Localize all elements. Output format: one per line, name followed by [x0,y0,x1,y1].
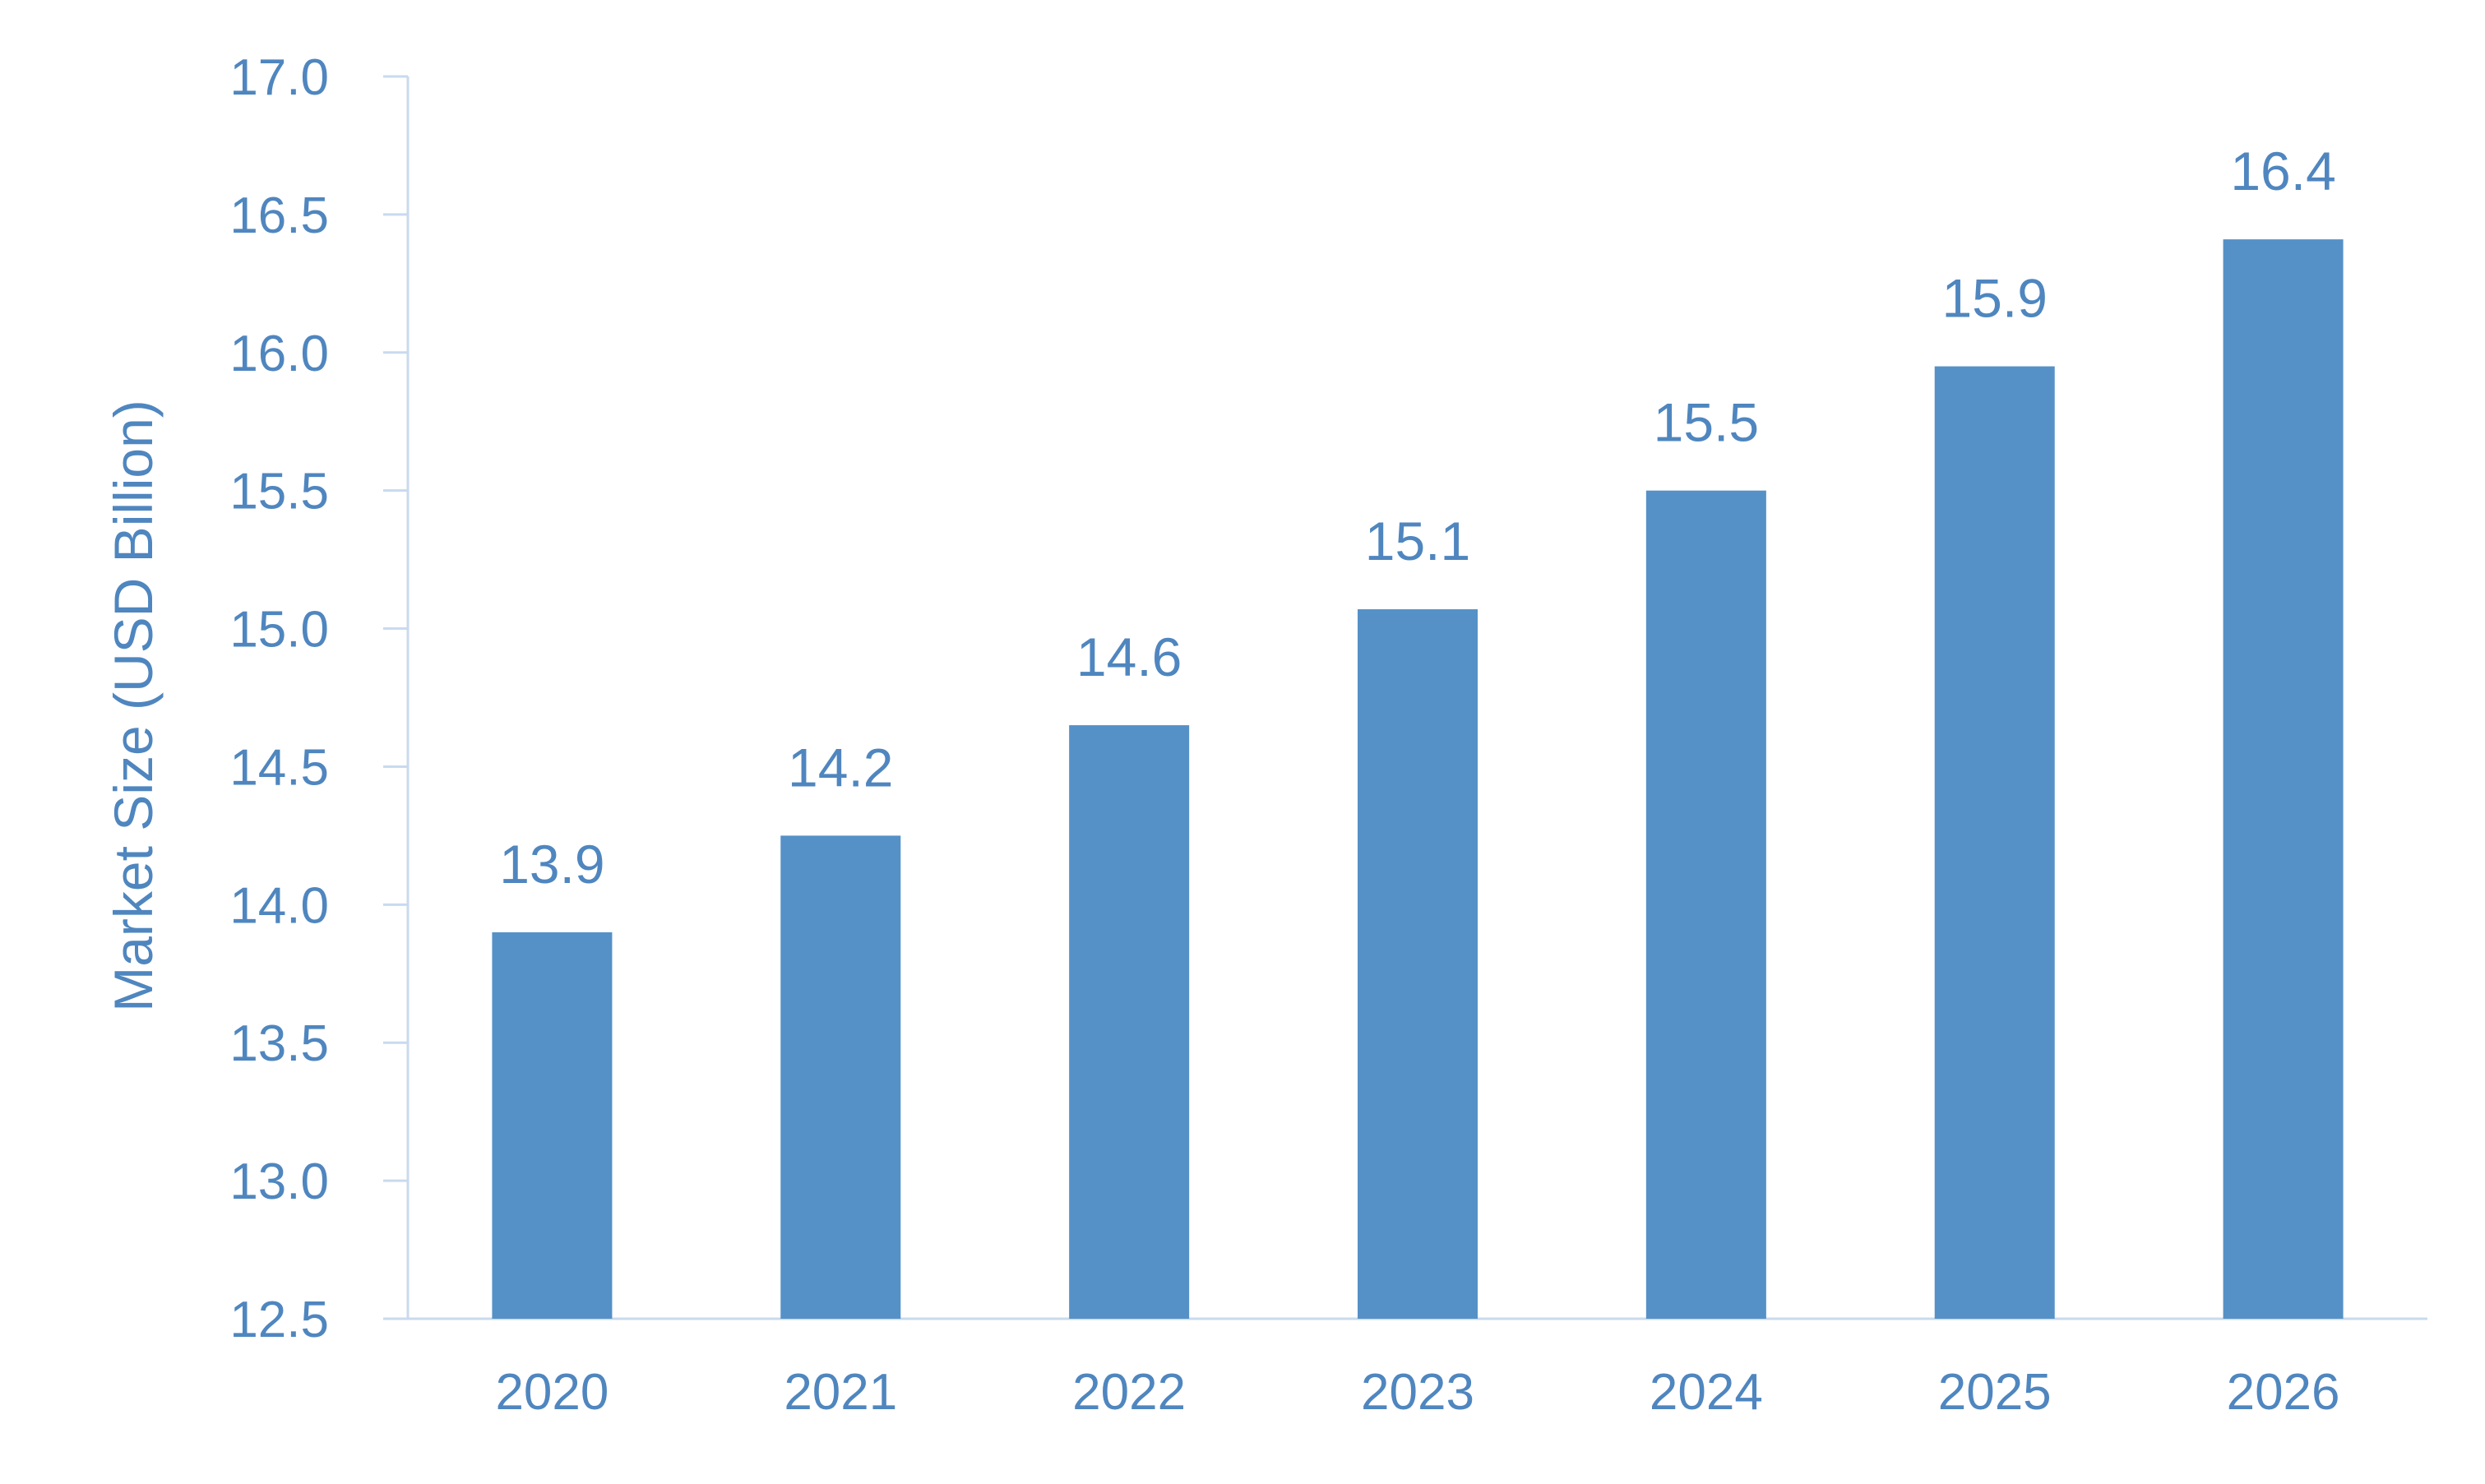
x-tick-label: 2025 [1938,1364,2052,1421]
y-tick-label: 15.0 [229,602,329,659]
x-tick-label: 2026 [2227,1364,2340,1421]
data-label-2021: 14.2 [788,737,893,797]
x-tick-label: 2023 [1361,1364,1474,1421]
y-tick-label: 16.5 [229,187,329,244]
y-tick-label: 16.0 [229,326,329,382]
y-tick-label: 15.5 [229,464,329,520]
y-tick-label: 13.0 [229,1153,329,1210]
x-tick-label: 2022 [1072,1364,1186,1421]
bar-2021 [780,835,901,1319]
data-labels: 13.9 14.2 14.6 15.1 15.5 15.9 16.4 [499,141,2336,895]
bar-2024 [1645,490,1766,1319]
data-label-2022: 14.6 [1076,626,1182,687]
y-tick-label: 17.0 [229,49,329,106]
y-tick-label: 12.5 [229,1292,329,1348]
data-label-2020: 13.9 [499,834,604,895]
x-tick-label: 2024 [1650,1364,1763,1421]
y-axis-title: Market Size (USD Billion) [103,400,164,1012]
y-tick-label: 14.0 [229,877,329,934]
x-axis: 2020 2021 2022 2023 2024 2025 2026 [408,1317,2427,1421]
data-label-2025: 15.9 [1941,268,2047,329]
bar-2020 [492,932,613,1319]
bar-2022 [1069,725,1190,1319]
x-tick-label: 2021 [784,1364,897,1421]
bar-2023 [1358,609,1478,1319]
y-axis: 12.5 13.0 13.5 14.0 14.5 15.0 15.5 16.0 16.5 17.0 [229,49,410,1348]
data-label-2024: 15.5 [1654,392,1759,453]
y-tick-label: 13.5 [229,1015,329,1072]
bar-2026 [2223,239,2344,1319]
data-label-2026: 16.4 [2230,141,2335,201]
bar-2025 [1934,366,2055,1320]
x-tick-label: 2020 [495,1364,609,1421]
data-label-2023: 15.1 [1365,511,1470,571]
y-tick-label: 14.5 [229,739,329,796]
bar-series [492,239,2344,1320]
